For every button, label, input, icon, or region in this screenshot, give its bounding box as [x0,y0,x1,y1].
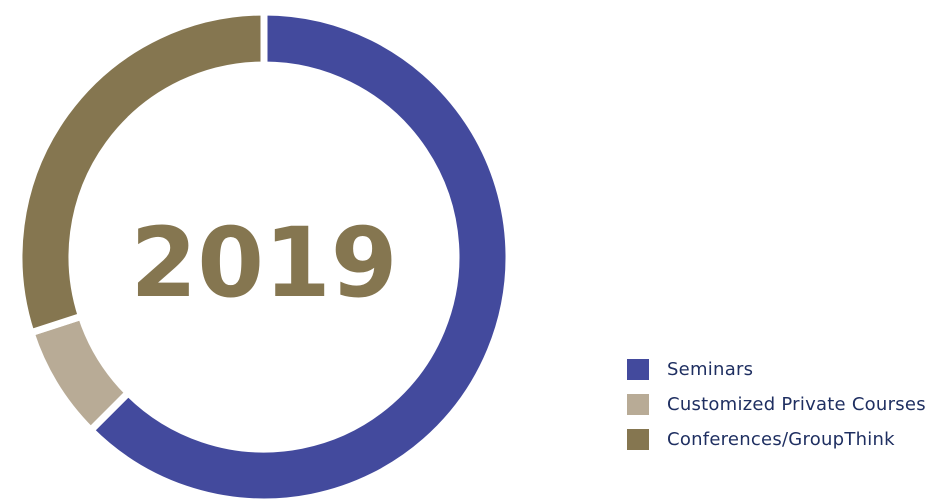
chart-center-year-label: 2019 [130,207,397,319]
donut-slices [15,8,513,500]
legend-label-conferences-groupthink: Conferences/GroupThink [667,429,895,450]
legend-swatch-conferences-groupthink [627,429,649,450]
legend-swatch-seminars [627,359,649,380]
legend-label-customized-private-courses: Customized Private Courses [667,394,926,415]
legend-item-conferences-groupthink: Conferences/GroupThink [627,422,941,457]
legend-item-customized-private-courses: Customized Private Courses [627,387,941,422]
legend-item-seminars: Seminars [627,352,941,387]
donut-slice-seminars [85,8,513,500]
chart-legend: Seminars Customized Private Courses Conf… [627,352,941,457]
legend-label-seminars: Seminars [667,359,754,380]
legend-swatch-customized-private-courses [627,394,649,415]
donut-slice-conferences-groupthink [15,8,268,338]
